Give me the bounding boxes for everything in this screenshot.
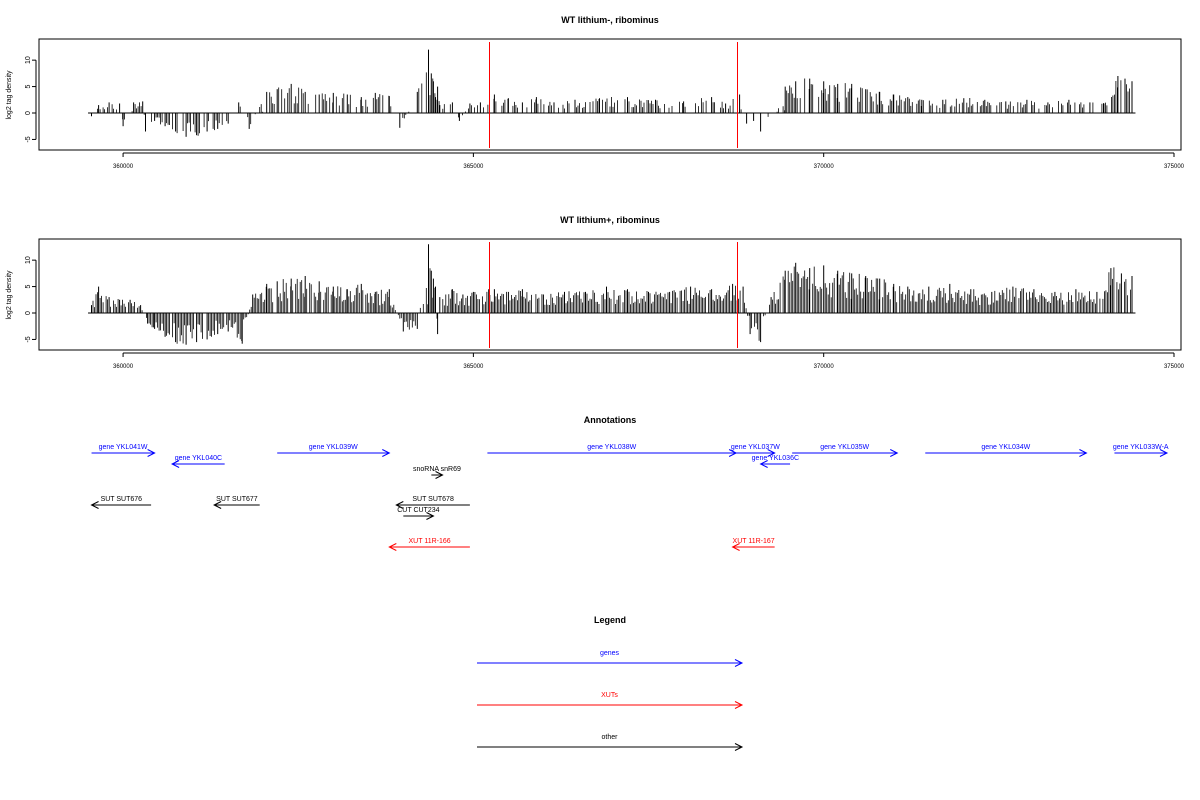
x-tick-label: 370000 (814, 364, 835, 370)
feature-label: SUT SUT678 (412, 496, 454, 503)
y-tick-label: 10 (25, 56, 32, 64)
y-tick-label: 10 (25, 256, 32, 264)
legend-title: Legend (594, 615, 626, 625)
feature-arrow: CUT CUT234 (397, 507, 440, 520)
plot-frame (38, 238, 1182, 351)
feature-arrow: XUT 11R-167 (731, 538, 775, 551)
x-tick-label: 365000 (463, 164, 484, 170)
feature-label: gene YKL041W (99, 444, 148, 451)
legend-entry: genes (477, 650, 744, 667)
feature-label: snoRNA snR69 (413, 466, 461, 473)
arrow-right-icon (435, 471, 444, 479)
y-axis-label: log2 tag density (6, 270, 13, 320)
feature-arrow: gene YKL037W (731, 444, 780, 457)
feature-arrow: SUT SUT677 (213, 496, 260, 509)
x-tick-label: 370000 (814, 164, 835, 170)
arrow-right-icon (426, 512, 435, 520)
legend-label: other (602, 734, 619, 741)
feature-arrow: gene YKL034W (925, 444, 1088, 457)
arrow-left-icon (213, 501, 222, 509)
feature-arrow: SUT SUT676 (90, 496, 152, 509)
feature-label: gene YKL037W (731, 444, 780, 451)
y-tick-label: 5 (25, 285, 32, 289)
feature-arrow: gene YKL033W-A (1113, 444, 1169, 457)
arrow-right-icon (1159, 449, 1169, 457)
panel-title: WT lithium+, ribominus (560, 215, 660, 225)
arrow-left-icon (388, 543, 397, 551)
feature-arrow: gene YKL041W (91, 444, 156, 457)
feature-label: XUT 11R-167 (733, 538, 775, 545)
track-panel-lithium-plus: WT lithium+, ribominus log2 tag density … (6, 215, 1185, 370)
feature-label: gene YKL035W (820, 444, 869, 451)
feature-arrow: gene YKL036C (752, 455, 799, 468)
feature-label: gene YKL040C (175, 455, 222, 462)
feature-label: gene YKL033W-A (1113, 444, 1169, 451)
coverage-bars (88, 242, 1136, 348)
arrow-left-icon (731, 543, 740, 551)
legend-entry: other (477, 734, 744, 751)
x-tick-label: 360000 (113, 364, 134, 370)
feature-label: gene YKL036C (752, 455, 799, 462)
coverage-bars (88, 42, 1136, 148)
feature-arrow: gene YKL039W (277, 444, 391, 457)
arrow-right-icon (382, 449, 391, 457)
feature-label: gene YKL034W (981, 444, 1030, 451)
legend-entries: genes XUTs other (477, 650, 744, 751)
arrow-left-icon (759, 460, 768, 468)
legend-panel: Legend genes XUTs other (477, 615, 744, 751)
y-tick-label: 0 (25, 111, 32, 115)
feature-arrows: gene YKL041W gene YKL040C gene YKL039W gene… (90, 444, 1169, 551)
plot-frame (38, 38, 1182, 151)
track-panel-lithium-minus: WT lithium-, ribominus log2 tag density … (6, 15, 1185, 170)
y-tick-label: -5 (25, 136, 32, 142)
y-tick-label: -5 (25, 336, 32, 342)
legend-label: genes (600, 650, 620, 657)
panel-title: WT lithium-, ribominus (561, 15, 659, 25)
arrow-right-icon (734, 743, 744, 751)
y-axis-label: log2 tag density (6, 70, 13, 120)
annotations-title: Annotations (584, 415, 637, 425)
arrow-right-icon (767, 449, 776, 457)
y-tick-label: 0 (25, 311, 32, 315)
axes: -5 0 5 10 360000 365000 370000 375000 (25, 256, 1185, 370)
arrow-left-icon (90, 501, 99, 509)
arrow-right-icon (147, 449, 156, 457)
feature-label: CUT CUT234 (397, 507, 439, 514)
feature-arrow: snoRNA snR69 (413, 466, 461, 479)
feature-label: XUT 11R-166 (409, 538, 451, 545)
arrow-right-icon (890, 449, 899, 457)
arrow-left-icon (395, 501, 404, 509)
y-tick-label: 5 (25, 85, 32, 89)
x-tick-label: 360000 (113, 164, 134, 170)
x-tick-label: 375000 (1164, 164, 1185, 170)
feature-label: gene YKL038W (587, 444, 636, 451)
x-tick-label: 375000 (1164, 364, 1185, 370)
feature-arrow: gene YKL035W (792, 444, 899, 457)
arrow-right-icon (734, 659, 744, 667)
legend-entry: XUTs (477, 692, 744, 709)
feature-label: gene YKL039W (309, 444, 358, 451)
feature-arrow: gene YKL038W (487, 444, 738, 457)
feature-label: SUT SUT676 (101, 496, 143, 503)
legend-label: XUTs (601, 692, 618, 699)
arrow-right-icon (734, 701, 744, 709)
feature-arrow: XUT 11R-166 (388, 538, 470, 551)
arrow-right-icon (1079, 449, 1088, 457)
x-tick-label: 365000 (463, 364, 484, 370)
feature-label: SUT SUT677 (216, 496, 258, 503)
axes: -5 0 5 10 360000 365000 370000 375000 (25, 56, 1185, 170)
arrow-left-icon (170, 460, 180, 468)
feature-arrow: gene YKL040C (170, 455, 225, 468)
feature-arrow: SUT SUT678 (395, 496, 470, 509)
